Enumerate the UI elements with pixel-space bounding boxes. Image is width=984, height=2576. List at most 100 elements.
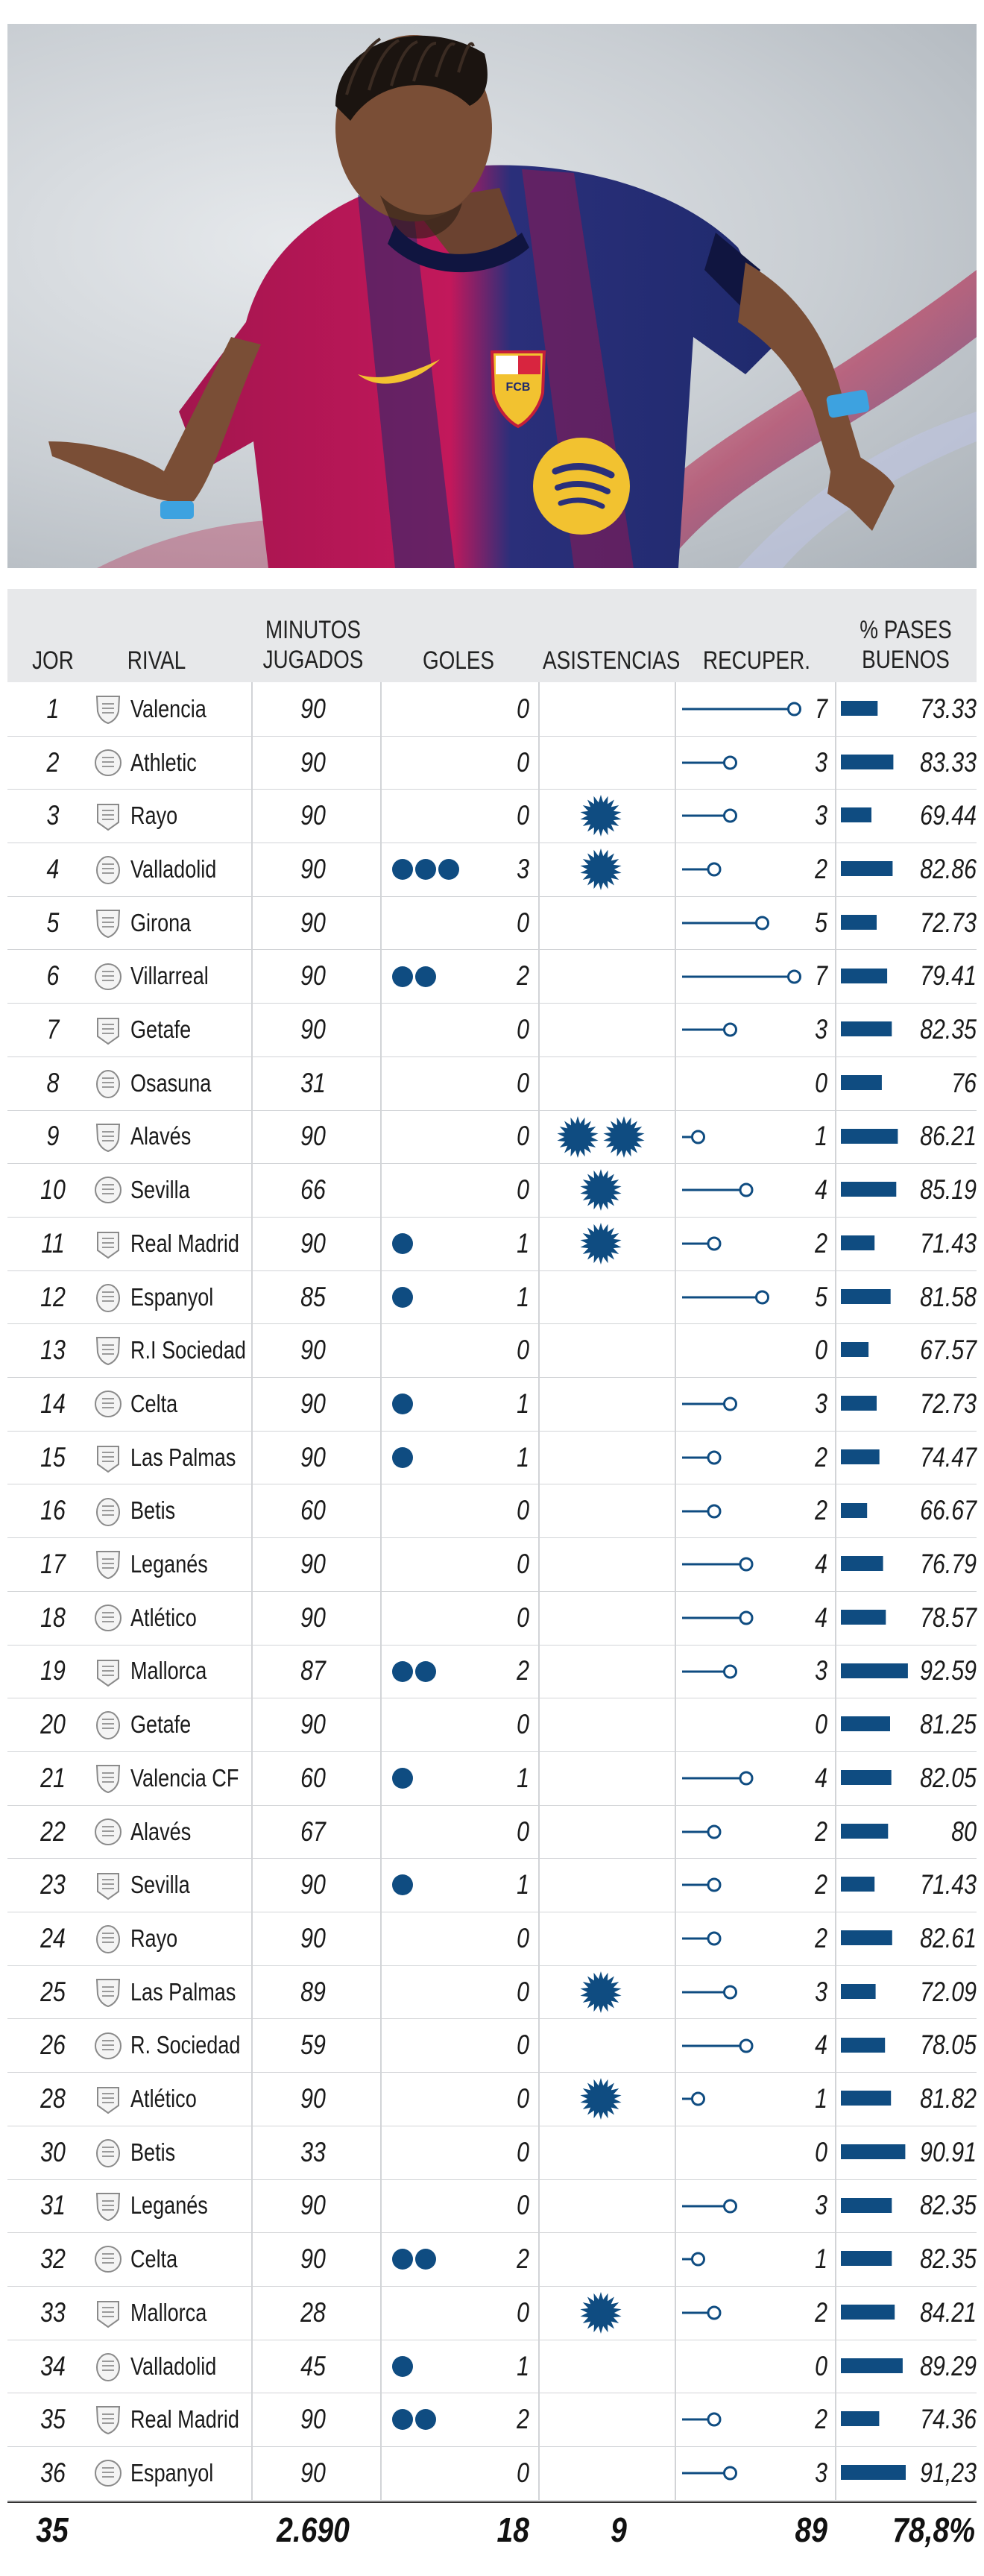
goals-dots <box>391 1813 481 1851</box>
jornada-number: 1 <box>46 693 60 724</box>
goals-value: 2 <box>517 960 529 992</box>
goals-value: 2 <box>517 2243 529 2275</box>
pass-accuracy-bar <box>841 1342 869 1358</box>
table-row: 22 Alavés 67 0 2 80 <box>7 1805 977 1859</box>
goal-dot <box>392 1446 413 1468</box>
club-crest-icon <box>95 2032 122 2059</box>
pass-accuracy-value: 90.91 <box>920 2136 977 2167</box>
goals-value: 1 <box>517 1441 529 1473</box>
assist-bursts <box>578 1275 690 1320</box>
recoveries-value: 3 <box>815 746 827 778</box>
club-crest-icon <box>97 1018 119 1045</box>
table-row: 4 Valladolid 90 3 2 82.86 <box>7 843 977 897</box>
assist-bursts <box>578 2451 690 2495</box>
rival-name: Sevilla <box>130 1871 190 1899</box>
minutes-played: 90 <box>300 1014 326 1045</box>
recoveries-value: 4 <box>815 1549 827 1580</box>
goal-dot <box>415 2249 436 2270</box>
goals-value: 0 <box>517 800 529 831</box>
shirt <box>179 165 783 568</box>
table-row: 21 Valencia CF 60 1 4 82.05 <box>7 1751 977 1806</box>
table-row: 19 Mallorca 87 2 3 92.59 <box>7 1645 977 1699</box>
recoveries-lollipop <box>682 916 769 930</box>
pass-accuracy-bar <box>841 2411 880 2427</box>
recoveries-value: 5 <box>815 907 827 938</box>
jornada-number: 26 <box>40 2029 66 2061</box>
table-row: 30 Betis 33 0 0 90.91 <box>7 2126 977 2180</box>
pass-accuracy-value: 89.29 <box>920 2350 977 2381</box>
goals-value: 1 <box>517 1762 529 1793</box>
goals-value: 0 <box>517 1495 529 1526</box>
rival-name: Getafe <box>130 1710 192 1739</box>
goals-dots <box>391 1493 481 1530</box>
recoveries-lollipop <box>682 1290 769 1305</box>
club-crest-icon <box>95 1177 122 1204</box>
rival-name: Espanyol <box>130 2458 214 2487</box>
pass-accuracy-value: 86.21 <box>920 1121 977 1152</box>
goals-dots <box>391 2294 481 2331</box>
pass-accuracy-bar <box>841 1877 875 1892</box>
pass-accuracy-value: 72.73 <box>920 1388 977 1419</box>
pass-accuracy-bar <box>841 1502 868 1518</box>
rival-name: R. Sociedad <box>130 2031 241 2059</box>
rival-name: Atlético <box>130 1603 197 1631</box>
pass-accuracy-bar <box>841 1128 898 1144</box>
recoveries-value: 2 <box>815 1495 827 1526</box>
totals-row: 35 2.690 18 9 89 78,8% <box>7 2501 977 2557</box>
player-photo: FCB <box>7 24 977 568</box>
goals-dots <box>391 1118 481 1156</box>
pass-accuracy-value: 81.58 <box>920 1281 977 1312</box>
goals-dots <box>391 2454 481 2492</box>
jornada-number: 5 <box>46 907 60 938</box>
goals-value: 3 <box>517 853 529 884</box>
assist-bursts <box>578 687 690 731</box>
header-col-goles: GOLES <box>422 646 495 675</box>
jornada-number: 36 <box>40 2457 66 2488</box>
pass-accuracy-bar <box>841 1556 883 1572</box>
table-row: 15 Las Palmas 90 1 2 74.47 <box>7 1431 977 1485</box>
recoveries-value: 1 <box>815 2083 827 2114</box>
goal-dot <box>392 1874 413 1896</box>
pass-accuracy-value: 82.05 <box>920 1762 977 1793</box>
assist-bursts <box>580 795 622 837</box>
pass-accuracy-value: 71.43 <box>920 1869 977 1900</box>
assist-bursts <box>578 2024 690 2068</box>
assist-bursts <box>578 1810 690 1854</box>
assist-burst-icon <box>580 795 622 837</box>
recoveries-value: 0 <box>815 2136 827 2167</box>
pass-accuracy-value: 85.19 <box>920 1174 977 1206</box>
club-crest: FCB <box>490 350 546 429</box>
rival-name: Rayo <box>130 1924 178 1952</box>
rival-name: Celta <box>130 2245 178 2273</box>
recoveries-lollipop <box>682 2038 754 2053</box>
rival-name: Getafe <box>130 1015 192 1044</box>
pass-accuracy-bar <box>841 2091 892 2106</box>
table-row: 7 Getafe 90 0 3 82.35 <box>7 1003 977 1057</box>
pass-accuracy-value: 81.82 <box>920 2083 977 2114</box>
pass-accuracy-bar <box>841 2358 903 2373</box>
column-divider <box>251 682 253 2500</box>
goals-dots <box>391 744 481 781</box>
club-crest-icon <box>95 909 121 938</box>
assist-bursts <box>578 1542 690 1587</box>
minutes-played: 90 <box>300 1549 326 1580</box>
jornada-number: 31 <box>40 2190 66 2221</box>
goals-value: 0 <box>517 746 529 778</box>
club-crest-icon <box>97 1232 119 1259</box>
column-divider <box>835 682 836 2500</box>
recoveries-lollipop <box>682 862 722 877</box>
rival-name: Alavés <box>130 1122 192 1150</box>
total-goals: 18 <box>496 2510 529 2549</box>
club-crest-icon <box>95 1604 122 1631</box>
pass-accuracy-bar <box>841 2037 886 2053</box>
club-crest-icon <box>96 1069 120 1098</box>
club-crest-icon <box>96 1925 120 1954</box>
assist-burst-icon <box>580 2292 622 2334</box>
goals-value: 0 <box>517 693 529 724</box>
club-crest-icon <box>96 1283 120 1312</box>
recoveries-value: 4 <box>815 1602 827 1633</box>
rival-name: Osasuna <box>130 1068 212 1097</box>
header-col-asistencias: ASISTENCIAS <box>543 646 681 675</box>
assist-bursts <box>578 1862 690 1907</box>
total-assists: 9 <box>611 2510 627 2549</box>
